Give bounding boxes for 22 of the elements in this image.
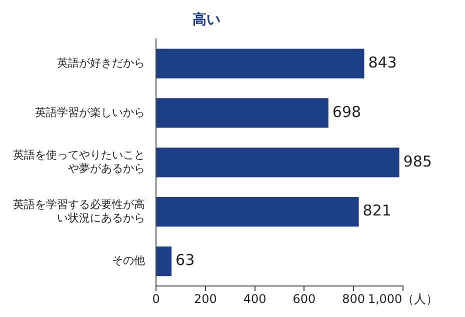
data-label: 821 (362, 202, 392, 220)
y-tick-label: 英語を使ってやりたいことや夢があるから (13, 148, 145, 175)
x-tick-label: 800 (342, 292, 366, 306)
x-tick-label: 200 (194, 292, 217, 306)
data-label: 843 (368, 53, 397, 72)
x-tick-label: 400 (243, 292, 266, 306)
bar (156, 48, 364, 78)
bar (156, 98, 328, 128)
bar (156, 197, 359, 227)
y-tick-label: その他 (112, 254, 145, 268)
x-tick-label: 600 (292, 292, 316, 306)
bar (156, 148, 400, 178)
x-tick-label: 0 (152, 292, 160, 306)
data-label: 698 (332, 102, 362, 121)
chart-title: 高い (192, 11, 220, 28)
x-tick-label: 1,000（人） (368, 292, 438, 306)
bar (156, 246, 172, 276)
y-tick-label: 英語学習が楽しいから (35, 106, 145, 119)
data-label: 63 (176, 251, 195, 270)
data-label: 985 (403, 152, 432, 170)
y-tick-label: 英語を学習する必要性が高い状況にあるから (13, 198, 145, 224)
y-tick-label: 英語が好きだから (57, 56, 145, 70)
